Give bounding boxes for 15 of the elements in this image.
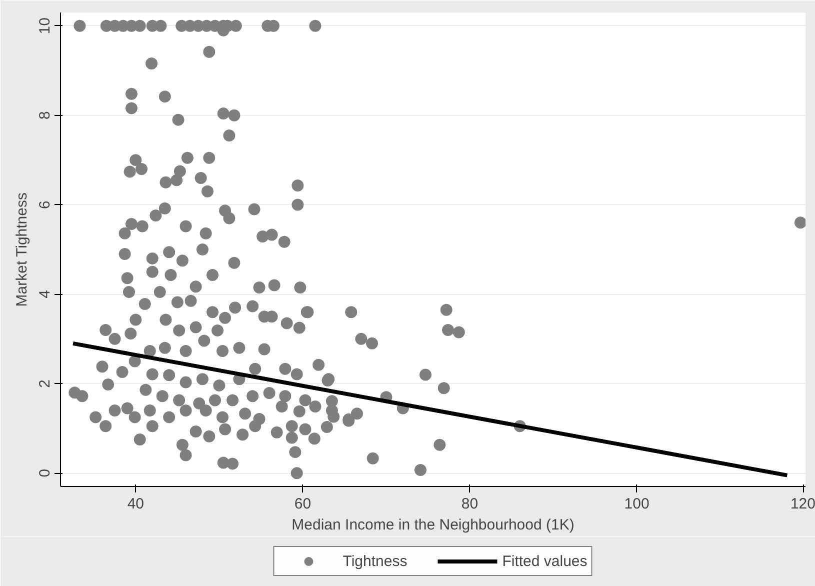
x-tick-label: 40 <box>127 496 144 512</box>
x-tick-label: 80 <box>461 496 478 512</box>
y-tick-label: 4 <box>36 290 54 298</box>
legend-label: Fitted values <box>502 552 588 570</box>
x-tick-label: 60 <box>294 496 312 512</box>
y-tick-label: 6 <box>36 200 54 209</box>
x-tick-label: 120 <box>790 496 815 512</box>
legend-label: Tightness <box>342 552 408 570</box>
y-tick-label: 8 <box>36 111 54 120</box>
x-axis-title: Median Income in the Neighbourhood (1K) <box>292 516 574 534</box>
y-tick-label: 10 <box>36 18 54 34</box>
x-tick-label: 100 <box>624 496 650 512</box>
y-axis-title: Market Tightness <box>14 192 30 307</box>
y-tick-label: 2 <box>36 379 54 388</box>
y-tick-label: 0 <box>36 468 54 478</box>
